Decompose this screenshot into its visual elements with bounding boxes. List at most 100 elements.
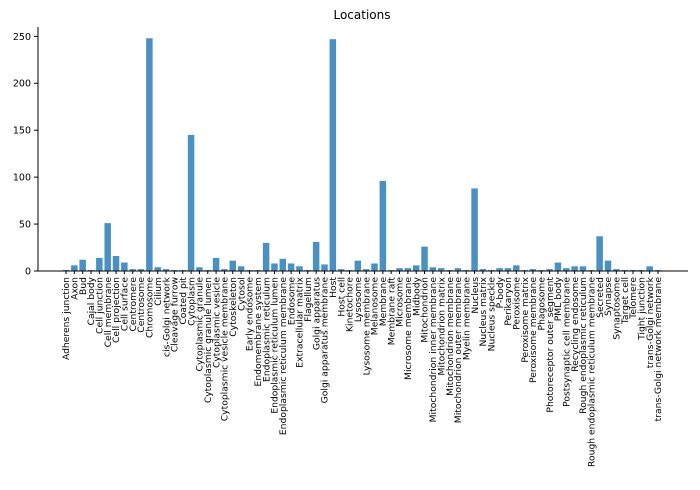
bar-5 — [104, 223, 111, 271]
x-tick-label-23: Endomembrane system — [253, 277, 264, 387]
chart-title: Locations — [333, 8, 390, 22]
y-tick-label-0: 0 — [25, 266, 31, 277]
x-tick-label-69: Tight junction — [637, 277, 648, 341]
x-tick-label-6: Cell projection — [111, 277, 122, 343]
bar-42 — [412, 265, 420, 271]
x-tick-label-17: Cytoplasmic granule lumen — [203, 277, 214, 403]
bar-36 — [362, 269, 370, 271]
x-tick-label-11: Cilium — [153, 277, 164, 306]
bar-33 — [337, 269, 345, 271]
x-tick-label-35: Lysosome — [353, 277, 364, 322]
bar-60 — [563, 268, 570, 271]
x-tick-label-58: Photoreceptor outer segment — [545, 277, 556, 413]
bar-10 — [146, 38, 153, 272]
bar-20 — [229, 260, 237, 271]
x-tick-label-27: Endosome — [286, 277, 297, 325]
x-tick-label-18: Cytoplasmic vesicle — [211, 277, 222, 368]
x-tick-label-50: Nucleus matrix — [478, 276, 489, 346]
x-tick-label-37: Melanosome — [370, 277, 381, 336]
x-tick-label-41: Microsome membrane — [403, 277, 414, 380]
bar-1 — [71, 265, 78, 271]
x-tick-label-33: Host cell — [336, 277, 347, 317]
x-tick-label-14: Coated pit — [178, 277, 189, 325]
x-tick-label-43: Mitochondrion — [420, 277, 431, 343]
bar-47 — [454, 268, 462, 271]
bar-21 — [237, 266, 245, 271]
x-tick-label-70: trans-Golgi network — [645, 276, 656, 368]
x-tick-label-13: Cleavage furrow — [170, 277, 181, 353]
x-tick-label-28: Extracellular matrix — [295, 276, 306, 367]
bar-27 — [287, 263, 295, 271]
x-tick-label-24: Endoplasmic reticulum — [261, 277, 272, 382]
bar-9 — [137, 269, 145, 271]
x-tick-label-45: Mitochondrion matrix — [436, 276, 447, 375]
bar-61 — [571, 266, 578, 271]
x-tick-label-0: Adherens junction — [61, 277, 72, 360]
x-tick-label-55: Peroxisome matrix — [520, 276, 531, 362]
x-tick-label-56: Peroxisome membrane — [528, 277, 539, 383]
x-tick-label-53: Perikaryon — [503, 277, 514, 326]
x-tick-label-42: Midbody — [411, 276, 422, 316]
bar-50 — [479, 269, 487, 271]
bar-35 — [354, 260, 362, 271]
x-tick-label-49: Nucleus — [470, 277, 481, 314]
x-tick-label-65: Synapse — [603, 277, 614, 316]
bar-64 — [596, 236, 603, 271]
bar-25 — [271, 263, 278, 271]
bar-62 — [579, 266, 587, 271]
x-tick-label-25: Endoplasmic reticulum lumen — [270, 277, 281, 414]
bar-15 — [187, 134, 195, 271]
bar-18 — [212, 257, 220, 271]
x-tick-label-31: Golgi apparatus membrane — [320, 277, 331, 404]
x-tick-label-71: trans-Golgi network membrane — [653, 277, 664, 422]
x-tick-label-32: Host — [328, 277, 339, 298]
x-tick-label-34: Kinetochore — [345, 277, 356, 332]
x-tick-label-60: Postsynaptic cell membrane — [561, 277, 572, 407]
x-tick-label-20: Cytoskeleton — [228, 277, 239, 337]
bar-56 — [529, 269, 537, 271]
x-tick-label-1: Axon — [70, 277, 81, 300]
x-tick-label-21: Cytosol — [236, 277, 247, 311]
bar-32 — [329, 39, 337, 272]
bar-37 — [371, 263, 378, 271]
bar-66 — [613, 269, 620, 271]
bar-59 — [554, 262, 562, 271]
bar-43 — [421, 246, 428, 271]
bar-45 — [437, 268, 445, 271]
bar-28 — [296, 266, 303, 271]
x-tick-label-62: Rough endoplasmic reticulum — [578, 277, 589, 414]
x-tick-label-10: Chromosome — [145, 277, 156, 338]
bar-31 — [321, 264, 328, 271]
bar-53 — [504, 268, 512, 271]
x-tick-label-46: Mitochondrion membrane — [445, 277, 456, 396]
x-tick-label-67: Target cell — [620, 277, 631, 325]
x-tick-label-30: Golgi apparatus — [311, 277, 322, 350]
x-tick-label-44: Mitochondrion inner membrane — [428, 277, 439, 423]
bar-6 — [112, 255, 120, 271]
y-tick-label-1: 50 — [19, 219, 31, 230]
bar-58 — [546, 269, 553, 271]
bar-19 — [221, 269, 228, 271]
bar-7 — [121, 262, 128, 271]
bar-12 — [162, 269, 170, 271]
y-tick-label-2: 100 — [13, 173, 31, 184]
x-tick-label-2: Bud — [78, 277, 89, 295]
bar-30 — [312, 241, 320, 271]
x-tick-label-16: Cytoplasmic granule — [195, 277, 206, 372]
x-tick-label-36: Lysosome membrane — [361, 277, 372, 376]
x-tick-label-39: Membrane raft — [386, 277, 397, 346]
bar-65 — [604, 260, 612, 271]
x-tick-label-29: Flagellum — [303, 277, 314, 322]
x-tick-label-40: Microsome — [395, 277, 406, 327]
y-tick-label-4: 200 — [13, 79, 31, 90]
x-tick-label-19: Cytoplasmic vesicle membrane — [220, 277, 231, 422]
bar-8 — [129, 269, 136, 271]
x-tick-label-57: Phagosome — [536, 277, 547, 331]
x-tick-label-66: Synaptosome — [612, 277, 623, 340]
x-tick-label-59: PML body — [553, 276, 564, 321]
y-axis: 0 50 100 150 200 250 — [13, 27, 39, 277]
x-tick-label-15: Cytoplasm — [186, 277, 197, 326]
x-tick-label-63: Rough endoplasmic reticulum membrane — [587, 277, 598, 467]
